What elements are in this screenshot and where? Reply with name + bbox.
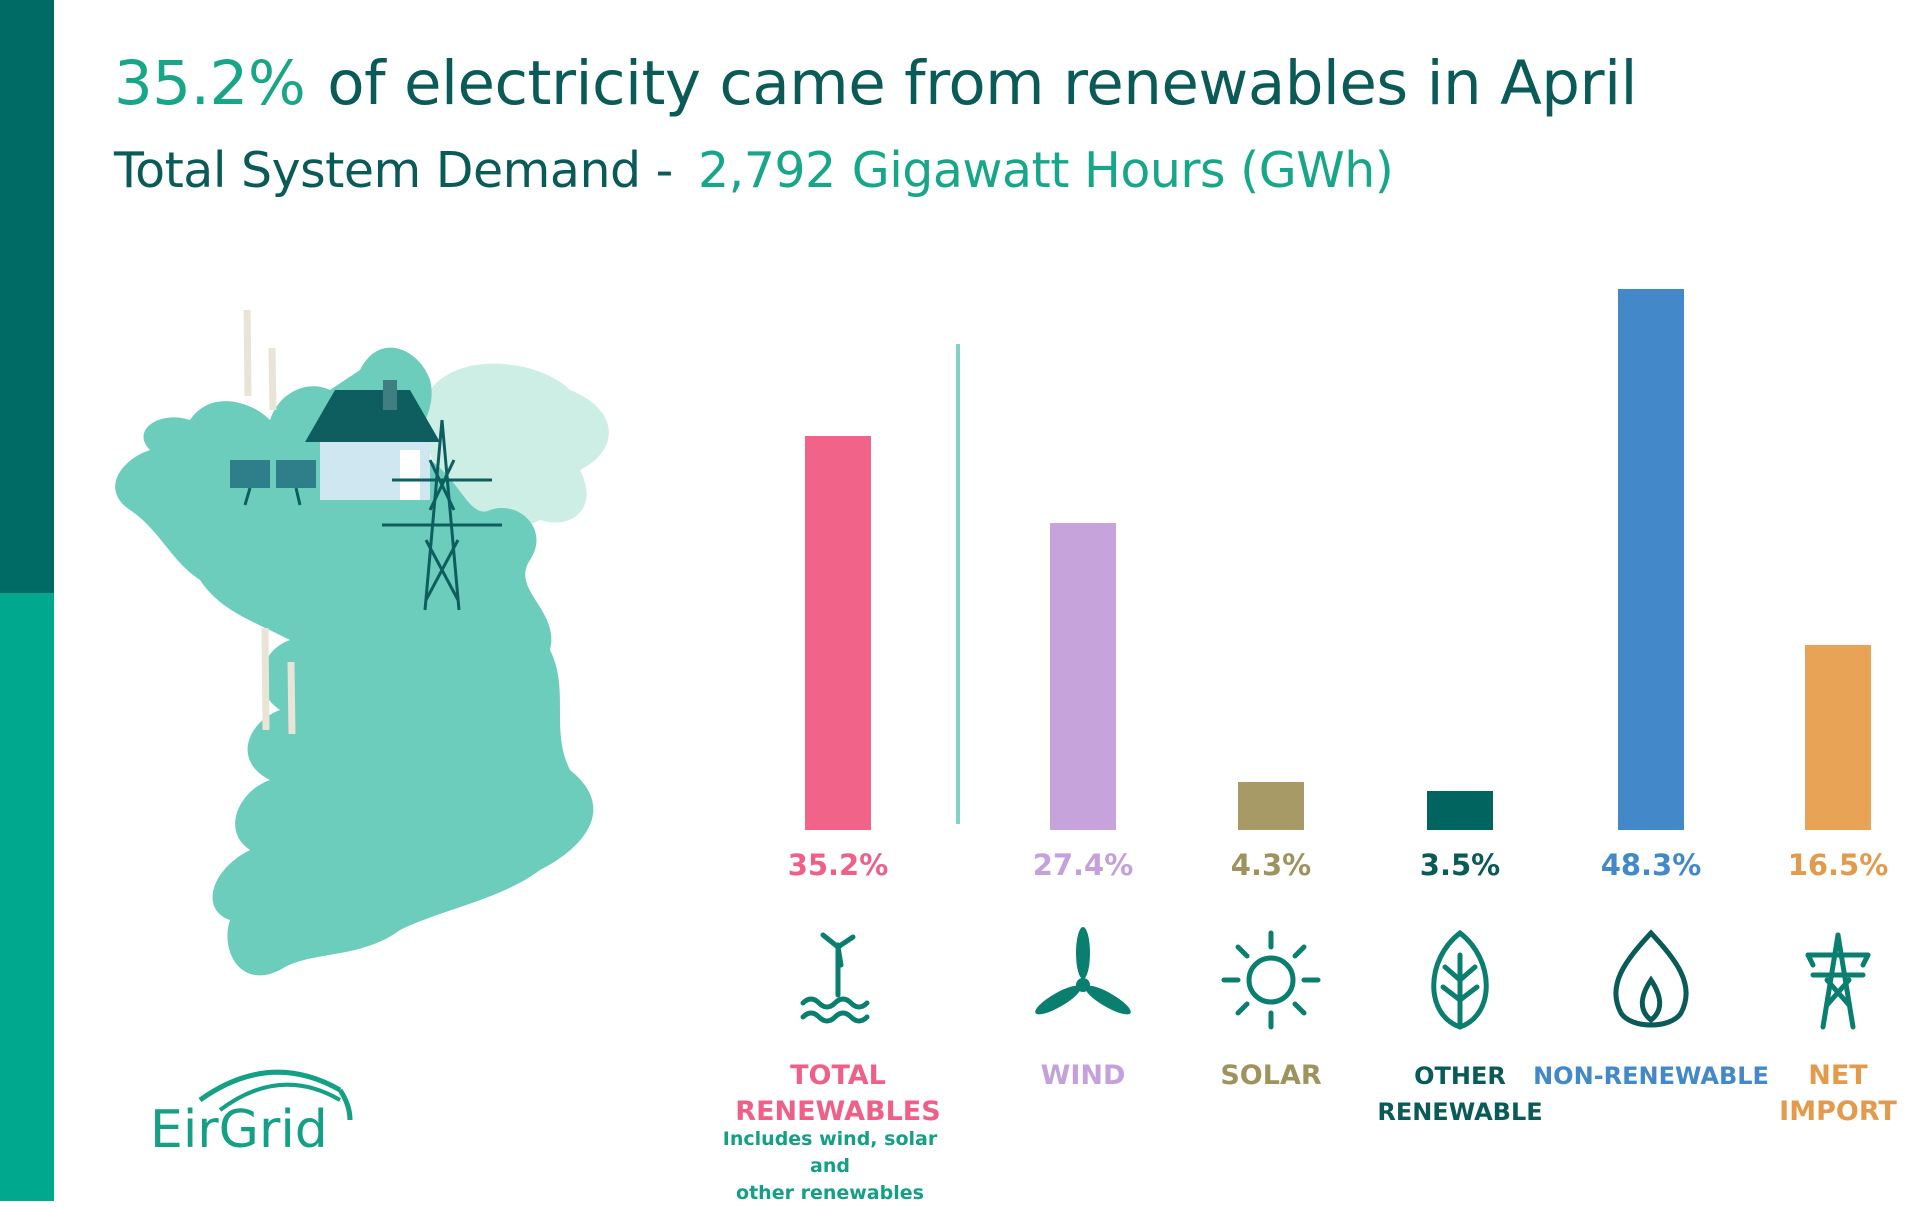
pylon-icon — [1783, 925, 1893, 1035]
wind-turbines-illustration-icon — [243, 310, 296, 735]
wind-turbine-icon — [1028, 925, 1138, 1035]
sun-icon — [1216, 925, 1326, 1035]
side-accent-bar-bottom — [0, 593, 54, 1201]
category-label-non-renewable: NON-RENEWABLE — [1533, 1062, 1769, 1090]
renewables-divider — [956, 344, 960, 824]
headline: 35.2% of electricity came from renewables… — [114, 48, 1637, 119]
value-label-solar: 4.3% — [1230, 848, 1312, 882]
side-accent-bar-top — [0, 0, 54, 593]
category-label-wind: WIND — [1040, 1060, 1126, 1091]
leaf-icon — [1405, 925, 1515, 1035]
logo-arc-icon — [198, 1069, 353, 1120]
bar-total-renewables — [805, 435, 871, 830]
bar-net-import — [1805, 645, 1871, 830]
bar-non-renewable — [1618, 289, 1684, 830]
northern-landmass — [426, 363, 609, 527]
pylon-illustration-icon — [382, 419, 502, 611]
subheadline-unit: Gigawatt Hours (GWh) — [851, 142, 1394, 199]
flame-icon — [1596, 925, 1706, 1035]
bar-wind — [1050, 523, 1116, 830]
value-label-other-renewable: 3.5% — [1419, 848, 1501, 882]
subheadline-value: 2,792 — [697, 142, 836, 199]
value-label-non-renewable: 48.3% — [1600, 848, 1702, 882]
ireland-map-illustration — [115, 310, 609, 976]
headline-text: of electricity came from renewables in A… — [327, 48, 1637, 119]
offshore-wind-icon — [783, 925, 893, 1035]
logo-text: EirGrid — [150, 1100, 328, 1160]
value-label-wind: 27.4% — [1032, 848, 1134, 882]
value-label-net-import: 16.5% — [1787, 848, 1889, 882]
category-label-net-import: NET IMPORT — [1779, 1060, 1897, 1127]
subheadline-prefix: Total System Demand - — [114, 142, 688, 199]
eirgrid-logo: EirGrid — [150, 1060, 370, 1170]
bar-other-renewable — [1427, 790, 1493, 830]
category-label-solar: SOLAR — [1220, 1060, 1322, 1091]
total-renewables-note: Includes wind, solar and other renewable… — [722, 1128, 938, 1204]
ireland-landmass — [115, 347, 594, 976]
category-label-other-renewable: OTHER RENEWABLE — [1377, 1062, 1543, 1126]
subheadline: Total System Demand - 2,792 Gigawatt Hour… — [114, 142, 1394, 199]
bar-solar — [1238, 781, 1304, 830]
value-label-total-renewables: 35.2% — [787, 848, 889, 882]
house-with-solar-roof-icon — [230, 380, 440, 506]
category-label-total-renewables: TOTAL RENEWABLES — [735, 1060, 941, 1127]
headline-percentage: 35.2% — [114, 48, 306, 119]
